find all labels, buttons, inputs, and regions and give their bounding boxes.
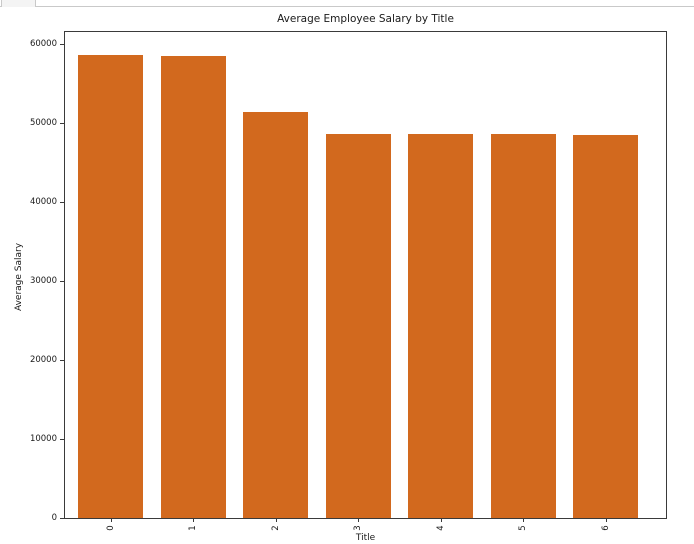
x-tick-label: 6 — [600, 525, 611, 531]
x-tick-label: 0 — [105, 525, 116, 531]
y-tick-label: 10000 — [29, 433, 57, 444]
x-tick-mark — [440, 518, 442, 522]
y-tick-mark — [60, 122, 64, 124]
toolbar-cell — [1, 0, 36, 7]
plot-area: 0 10000 20000 30000 40000 50000 60000 0 1 2 3 4 5 6 — [30, 31, 667, 531]
y-tick-label: 60000 — [29, 38, 57, 49]
y-axis-label: Average Salary — [14, 242, 24, 312]
x-tick-mark — [358, 518, 359, 522]
y-tick-label: 50000 — [29, 117, 57, 128]
bar — [78, 55, 143, 518]
bar — [490, 134, 556, 518]
bar — [325, 134, 391, 518]
x-tick-mark — [110, 518, 112, 522]
bar — [243, 111, 308, 518]
y-tick-mark — [60, 518, 64, 519]
chart-title: Average Employee Salary by Title — [277, 13, 454, 25]
x-tick-label: 4 — [435, 525, 446, 531]
bars-container — [65, 32, 666, 518]
y-tick-mark — [60, 359, 64, 361]
y-tick-label: 0 — [51, 513, 57, 523]
y-tick-mark — [60, 438, 64, 440]
salary-bar-chart: Average Employee Salary by Title Average… — [0, 7, 694, 544]
y-tick-mark — [60, 201, 64, 203]
bar — [160, 55, 226, 518]
bar — [408, 134, 473, 518]
y-tick-label: 20000 — [29, 354, 57, 365]
x-tick-mark — [275, 518, 277, 522]
x-tick-label: 2 — [270, 525, 281, 531]
y-tick-mark — [60, 280, 64, 282]
x-axis-label: Title — [355, 533, 376, 543]
x-tick-label: 5 — [518, 525, 528, 531]
x-tick-mark — [523, 518, 524, 522]
x-tick-label: 3 — [353, 525, 363, 531]
y-tick-label: 40000 — [29, 196, 57, 207]
x-tick-label: 1 — [188, 525, 198, 531]
x-tick-mark — [193, 518, 194, 522]
x-tick-mark — [605, 518, 607, 522]
y-tick-mark — [60, 43, 64, 45]
toolbar-fragment — [0, 0, 694, 7]
y-tick-label: 30000 — [29, 275, 57, 286]
bar — [573, 134, 638, 518]
